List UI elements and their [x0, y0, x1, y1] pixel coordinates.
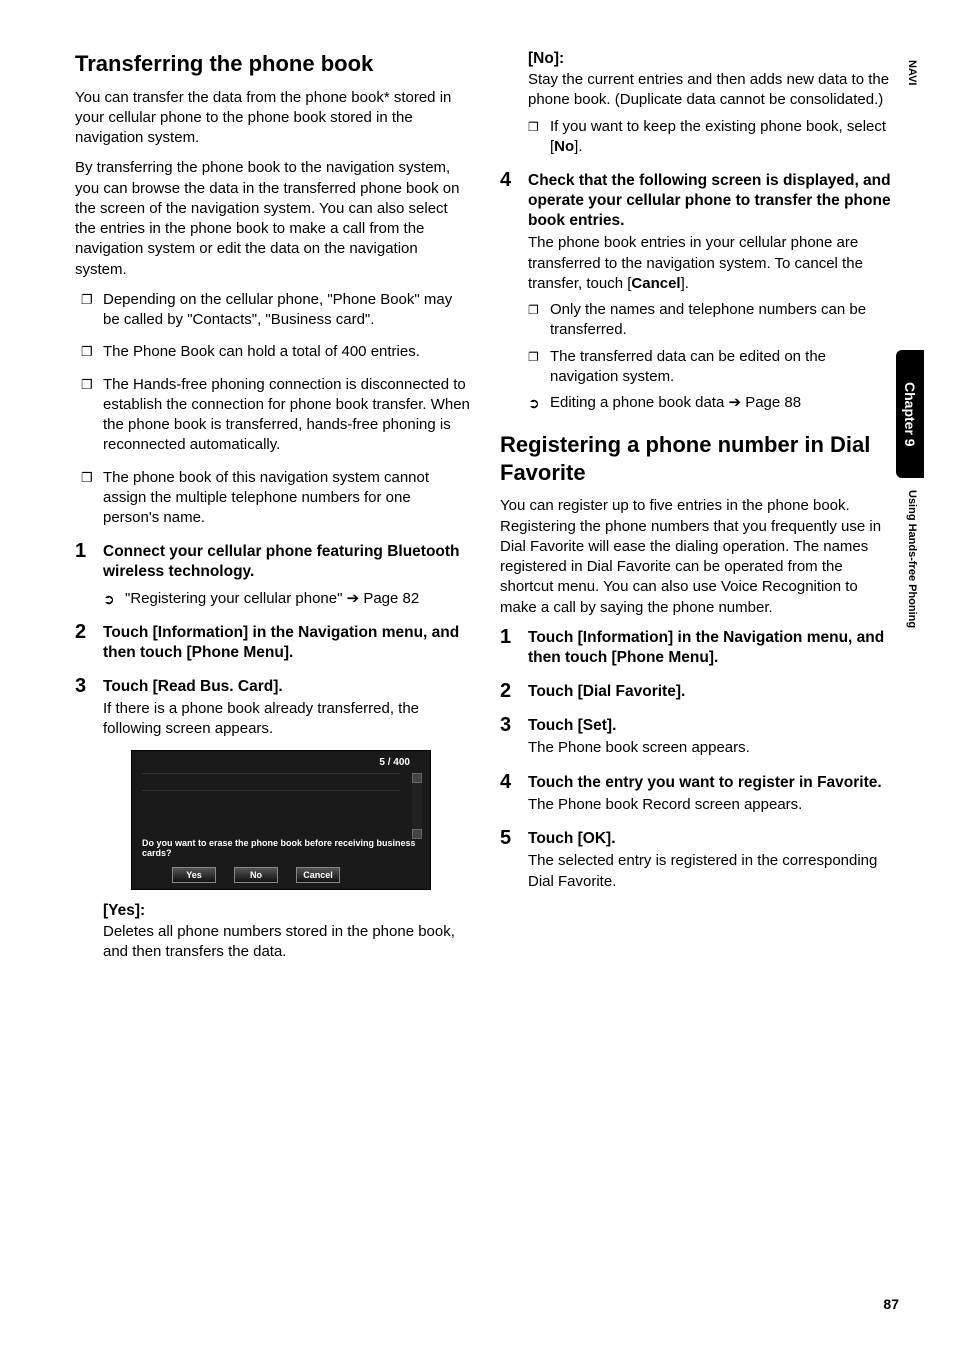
note-item: The Hands-free phoning connection is dis… [75, 375, 470, 456]
step-body: The selected entry is registered in the … [528, 851, 895, 892]
shot-yes-button: Yes [172, 867, 216, 883]
step-body: The Phone book Record screen appears. [528, 795, 895, 815]
yes-body: Deletes all phone numbers stored in the … [103, 922, 470, 963]
step4-prefix: The phone book entries in your cellular … [528, 234, 863, 292]
right-column: [No]: Stay the current entries and then … [500, 50, 895, 976]
step-title: Connect your cellular phone featuring Bl… [103, 542, 470, 582]
no-body: Stay the current entries and then adds n… [528, 70, 895, 111]
no-sub-text: If you want to keep the existing phone b… [550, 118, 886, 155]
step-title: Touch [Information] in the Navigation me… [528, 628, 895, 668]
step-1: Connect your cellular phone featuring Bl… [75, 542, 470, 609]
no-bold: No [554, 138, 574, 155]
step-title: Touch [Set]. [528, 716, 895, 736]
step-body: The phone book entries in your cellular … [528, 233, 895, 294]
step-body: The Phone book screen appears. [528, 738, 895, 758]
shot-prompt: Do you want to erase the phone book befo… [142, 839, 420, 859]
step-title: Touch the entry you want to register in … [528, 773, 895, 793]
r-step-1: Touch [Information] in the Navigation me… [500, 628, 895, 668]
registering-body: You can register up to five entries in t… [500, 496, 895, 618]
step-body: If there is a phone book already transfe… [103, 699, 470, 740]
shot-no-button: No [234, 867, 278, 883]
heading-transferring: Transferring the phone book [75, 50, 470, 78]
no-sub: If you want to keep the existing phone b… [528, 117, 895, 158]
shot-cancel-button: Cancel [296, 867, 340, 883]
shot-buttons: Yes No Cancel [172, 867, 340, 883]
step-title: Touch [Dial Favorite]. [528, 682, 895, 702]
screenshot-dialog: 5 / 400 Do you want to erase the phone b… [131, 750, 431, 890]
note-item: The phone book of this navigation system… [75, 468, 470, 529]
step-title: Touch [Information] in the Navigation me… [103, 623, 470, 663]
note-item: Depending on the cellular phone, "Phone … [75, 290, 470, 331]
step-title: Check that the following screen is displ… [528, 171, 895, 231]
page-number: 87 [883, 1296, 899, 1312]
scroll-track [412, 783, 422, 829]
step4-sub1: Only the names and telephone numbers can… [528, 300, 895, 341]
no-label: [No]: [528, 50, 895, 68]
side-section-label: Using Hands-free Phoning [906, 490, 918, 628]
step-4: Check that the following screen is displ… [500, 171, 895, 413]
note-item: The Phone Book can hold a total of 400 e… [75, 342, 470, 362]
step-title: Touch [Read Bus. Card]. [103, 677, 470, 697]
r-step-3: Touch [Set]. The Phone book screen appea… [500, 716, 895, 758]
side-navi-label: NAVI [900, 60, 918, 85]
step-title: Touch [OK]. [528, 829, 895, 849]
intro-p1: You can transfer the data from the phone… [75, 88, 470, 149]
scroll-up-icon [412, 773, 422, 783]
shot-lines [142, 773, 400, 833]
steps-left: Connect your cellular phone featuring Bl… [75, 542, 470, 962]
step-2: Touch [Information] in the Navigation me… [75, 623, 470, 663]
page-content: Transferring the phone book You can tran… [0, 0, 954, 1026]
heading-registering: Registering a phone number in Dial Favor… [500, 431, 895, 486]
no-sub-suffix: ]. [574, 138, 582, 155]
intro-p2: By transferring the phone book to the na… [75, 158, 470, 280]
r-step-5: Touch [OK]. The selected entry is regist… [500, 829, 895, 892]
shot-scrollbar [412, 773, 422, 839]
step-subref: "Registering your cellular phone" ➔ Page… [103, 589, 470, 609]
r-step-2: Touch [Dial Favorite]. [500, 682, 895, 702]
step-3: Touch [Read Bus. Card]. If there is a ph… [75, 677, 470, 962]
yes-label: [Yes]: [103, 902, 470, 920]
steps-registering: Touch [Information] in the Navigation me… [500, 628, 895, 892]
step4-sub2: The transferred data can be edited on th… [528, 347, 895, 388]
notes-list: Depending on the cellular phone, "Phone … [75, 290, 470, 529]
cancel-bold: Cancel [631, 275, 680, 292]
side-chapter-tab: Chapter 9 [896, 350, 924, 478]
r-step-4: Touch the entry you want to register in … [500, 773, 895, 815]
step4-sub3: Editing a phone book data ➔ Page 88 [528, 393, 895, 413]
left-column: Transferring the phone book You can tran… [75, 50, 470, 976]
steps-right-cont: Check that the following screen is displ… [500, 171, 895, 413]
step4-suffix: ]. [681, 275, 689, 292]
shot-counter: 5 / 400 [379, 757, 410, 768]
